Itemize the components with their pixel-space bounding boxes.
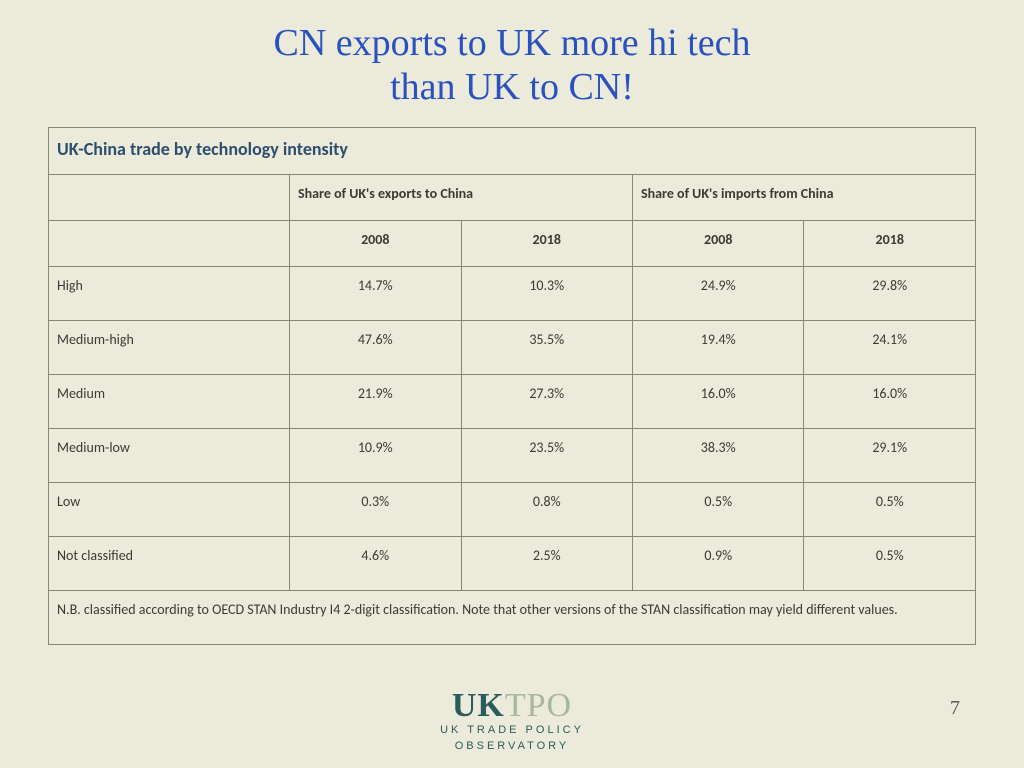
cell-value: 38.3% [632,429,803,483]
cell-value: 16.0% [632,375,803,429]
table-title: UK-China trade by technology intensity [49,128,976,175]
table-row: Low0.3%0.8%0.5%0.5% [49,483,976,537]
slide-title: CN exports to UK more hi tech than UK to… [0,0,1024,127]
logo-sub-1: UK TRADE POLICY [440,724,584,736]
cell-value: 24.1% [804,321,976,375]
group-header-blank [49,175,290,221]
cell-value: 21.9% [290,375,461,429]
cell-value: 0.3% [290,483,461,537]
row-label: High [49,267,290,321]
year-header-blank [49,221,290,267]
cell-value: 0.8% [461,483,632,537]
footer-logo: UKTPO UK TRADE POLICY OBSERVATORY [0,687,1024,754]
row-label: Medium-high [49,321,290,375]
page-number: 7 [950,697,960,720]
row-label: Low [49,483,290,537]
group-header-imports: Share of UK's imports from China [632,175,975,221]
row-label: Medium [49,375,290,429]
table-row: Medium-high47.6%35.5%19.4%24.1% [49,321,976,375]
title-line-1: CN exports to UK more hi tech [273,22,750,64]
cell-value: 23.5% [461,429,632,483]
title-line-2: than UK to CN! [390,66,634,108]
logo-main: UKTPO [0,687,1024,725]
cell-value: 0.5% [804,483,976,537]
cell-value: 0.5% [804,537,976,591]
table-note: N.B. classified according to OECD STAN I… [49,591,976,645]
logo-sub-2: OBSERVATORY [455,740,570,752]
cell-value: 10.9% [290,429,461,483]
cell-value: 10.3% [461,267,632,321]
table-row: Not classified4.6%2.5%0.9%0.5% [49,537,976,591]
cell-value: 19.4% [632,321,803,375]
cell-value: 16.0% [804,375,976,429]
row-label: Not classified [49,537,290,591]
cell-value: 35.5% [461,321,632,375]
cell-value: 14.7% [290,267,461,321]
table-row: Medium-low10.9%23.5%38.3%29.1% [49,429,976,483]
table-note-row: N.B. classified according to OECD STAN I… [49,591,976,645]
year-header-row: 2008 2018 2008 2018 [49,221,976,267]
cell-value: 24.9% [632,267,803,321]
cell-value: 47.6% [290,321,461,375]
year-header-2: 2008 [632,221,803,267]
group-header-exports: Share of UK's exports to China [290,175,633,221]
logo-subtitle: UK TRADE POLICY OBSERVATORY [0,723,1024,754]
logo-tpo: TPO [505,687,572,724]
logo-uk: UK [452,687,505,724]
cell-value: 29.8% [804,267,976,321]
table-container: UK-China trade by technology intensity S… [48,127,976,645]
year-header-1: 2018 [461,221,632,267]
trade-table: UK-China trade by technology intensity S… [48,127,976,645]
group-header-row: Share of UK's exports to China Share of … [49,175,976,221]
cell-value: 29.1% [804,429,976,483]
cell-value: 2.5% [461,537,632,591]
cell-value: 0.9% [632,537,803,591]
table-row: Medium21.9%27.3%16.0%16.0% [49,375,976,429]
cell-value: 4.6% [290,537,461,591]
table-title-row: UK-China trade by technology intensity [49,128,976,175]
year-header-3: 2018 [804,221,976,267]
table-row: High14.7%10.3%24.9%29.8% [49,267,976,321]
row-label: Medium-low [49,429,290,483]
cell-value: 0.5% [632,483,803,537]
year-header-0: 2008 [290,221,461,267]
cell-value: 27.3% [461,375,632,429]
